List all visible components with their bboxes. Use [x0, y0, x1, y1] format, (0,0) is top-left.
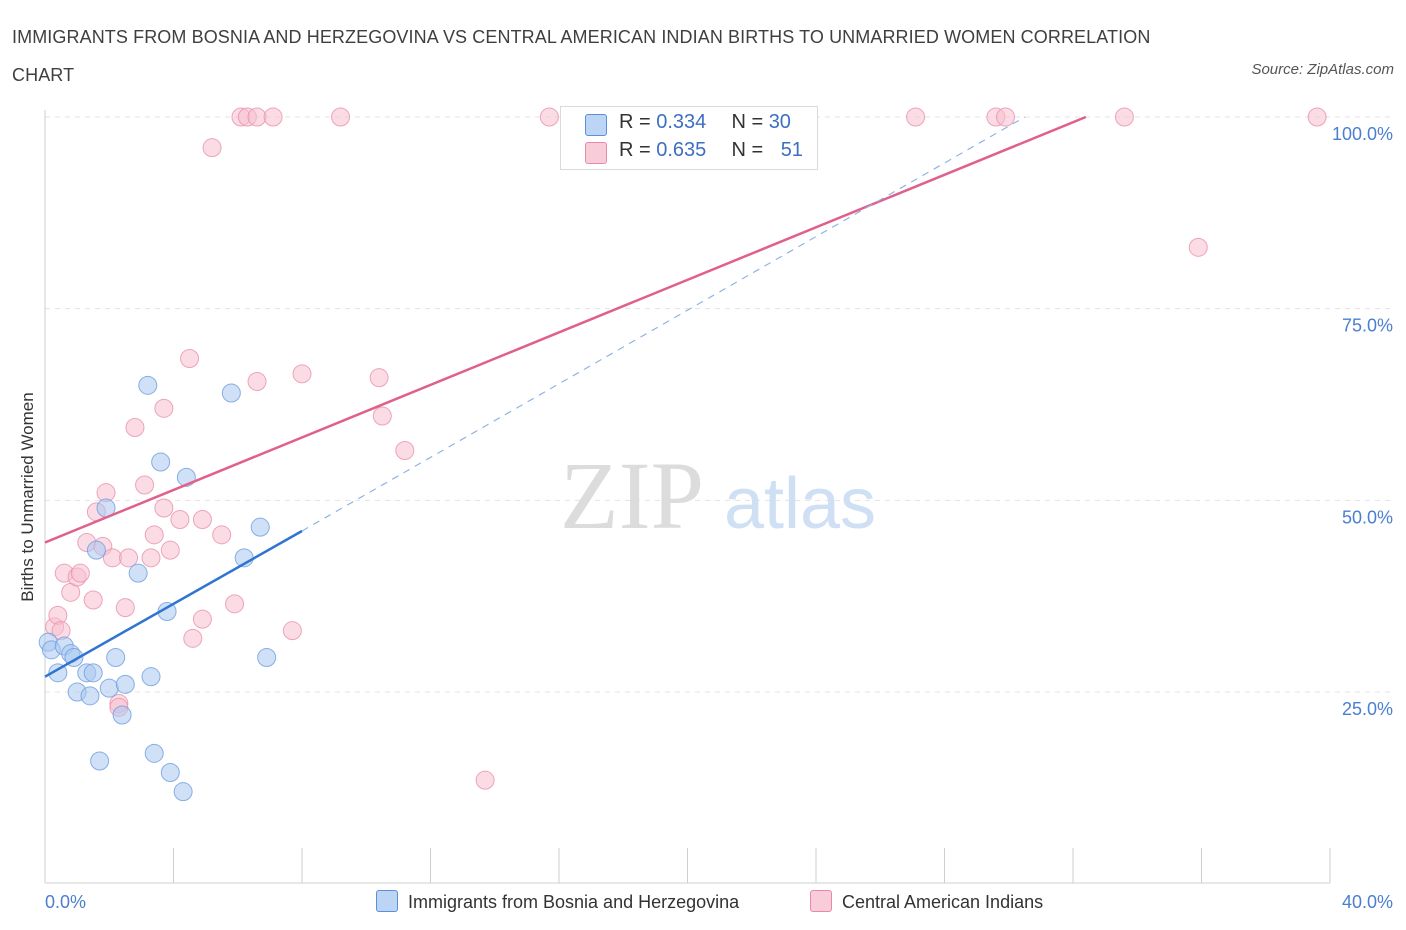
- pink-point: [192, 609, 212, 629]
- pink-point: [395, 441, 415, 460]
- pink-point: [372, 406, 392, 426]
- blue-point: [144, 743, 164, 763]
- pink-point: [202, 138, 222, 158]
- legend-swatch-pink: [585, 142, 607, 164]
- watermark-zip: ZIP: [560, 442, 704, 549]
- legend-n-label: N =: [731, 111, 764, 133]
- y-tick-label: 50.0%: [1342, 507, 1393, 527]
- pink-point: [135, 475, 155, 495]
- pink-point: [292, 364, 312, 384]
- pink-point: [906, 107, 926, 127]
- pink-point: [282, 621, 302, 641]
- pink-point: [48, 605, 68, 625]
- grid-lines: [45, 116, 1390, 693]
- pink-trend-line: [44, 115, 1087, 544]
- axes: [44, 110, 1331, 884]
- pink-point: [212, 525, 232, 545]
- pink-point: [154, 498, 174, 518]
- pink-point: [154, 398, 174, 418]
- blue-point: [257, 648, 277, 667]
- blue-point: [80, 686, 100, 706]
- pink-point: [1188, 237, 1208, 257]
- bottom-legend-label-blue: Immigrants from Bosnia and Herzegovina: [408, 892, 740, 912]
- pink-point: [247, 107, 267, 127]
- blue-point: [48, 663, 68, 683]
- blue-trend-line: [44, 529, 303, 678]
- bottom-legend-blue: Immigrants from Bosnia and Herzegovina: [376, 890, 739, 913]
- blue-point: [250, 517, 270, 537]
- chart-title: IMMIGRANTS FROM BOSNIA AND HERZEGOVINA V…: [12, 27, 1151, 85]
- blue-point: [128, 563, 148, 583]
- pink-point: [539, 107, 559, 127]
- blue-point: [173, 782, 193, 802]
- y-tick-label: 100.0%: [1332, 124, 1393, 144]
- bottom-legend-swatch-pink: [810, 890, 832, 912]
- blue-series-points: [38, 375, 277, 802]
- watermark-atlas: atlas: [724, 464, 876, 544]
- pink-point: [170, 510, 190, 529]
- pink-point: [263, 107, 283, 127]
- pink-point: [119, 548, 139, 568]
- legend-swatch-blue: [585, 114, 607, 136]
- blue-point: [83, 663, 103, 683]
- legend-n-value-blue: 30: [768, 111, 791, 133]
- blue-point: [90, 751, 110, 771]
- pink-point: [369, 368, 389, 388]
- pink-point: [996, 107, 1016, 127]
- legend-r-value-pink: 0.635: [656, 139, 707, 161]
- pink-point: [144, 525, 164, 545]
- y-tick-label: 75.0%: [1342, 316, 1393, 336]
- x-tick-label: 0.0%: [45, 892, 86, 912]
- blue-point: [86, 540, 106, 560]
- watermark: ZIP atlas: [560, 442, 876, 549]
- trend-lines: [44, 115, 1087, 678]
- pink-series-points: [45, 107, 1327, 790]
- pink-point: [125, 418, 145, 437]
- blue-point: [160, 763, 180, 782]
- bottom-legend-swatch-blue: [376, 890, 398, 912]
- legend-r-label: R =: [619, 111, 651, 133]
- blue-point: [115, 674, 135, 694]
- pink-point: [83, 590, 103, 610]
- pink-point: [1114, 107, 1134, 127]
- y-tick-label: 25.0%: [1342, 699, 1393, 719]
- source-label: Source: ZipAtlas.com: [1251, 61, 1394, 78]
- bottom-legend-pink: Central American Indians: [810, 890, 1043, 913]
- pink-point: [247, 372, 267, 391]
- pink-point: [160, 540, 180, 560]
- bottom-legend-label-pink: Central American Indians: [842, 892, 1044, 912]
- blue-point: [99, 678, 119, 698]
- blue-point: [221, 383, 241, 403]
- blue-point: [141, 667, 161, 687]
- pink-point: [192, 510, 212, 529]
- pink-point: [1307, 107, 1327, 127]
- pink-point: [70, 563, 90, 583]
- pink-point: [141, 548, 161, 568]
- pink-point: [225, 594, 245, 614]
- pink-point: [331, 107, 351, 127]
- legend-r-label: R =: [619, 139, 651, 161]
- blue-point: [112, 705, 132, 725]
- pink-point: [115, 598, 135, 618]
- blue-point: [138, 375, 158, 395]
- pink-point: [183, 628, 203, 648]
- legend-n-label: N =: [731, 139, 764, 161]
- legend-r-value-blue: 0.334: [656, 111, 707, 133]
- pink-point: [180, 349, 200, 368]
- blue-point: [151, 452, 171, 472]
- legend-n-value-pink: 51: [780, 139, 803, 161]
- correlation-legend: R = 0.334 N = 30 R = 0.635 N = 51: [560, 106, 818, 170]
- blue-trend-extension: [301, 116, 1026, 532]
- pink-point: [102, 548, 122, 568]
- blue-point: [106, 648, 126, 667]
- tick-labels: 25.0% 50.0% 75.0% 100.0% 0.0% 40.0%: [45, 124, 1393, 912]
- x-tick-label: 40.0%: [1342, 892, 1393, 912]
- pink-point: [475, 770, 495, 790]
